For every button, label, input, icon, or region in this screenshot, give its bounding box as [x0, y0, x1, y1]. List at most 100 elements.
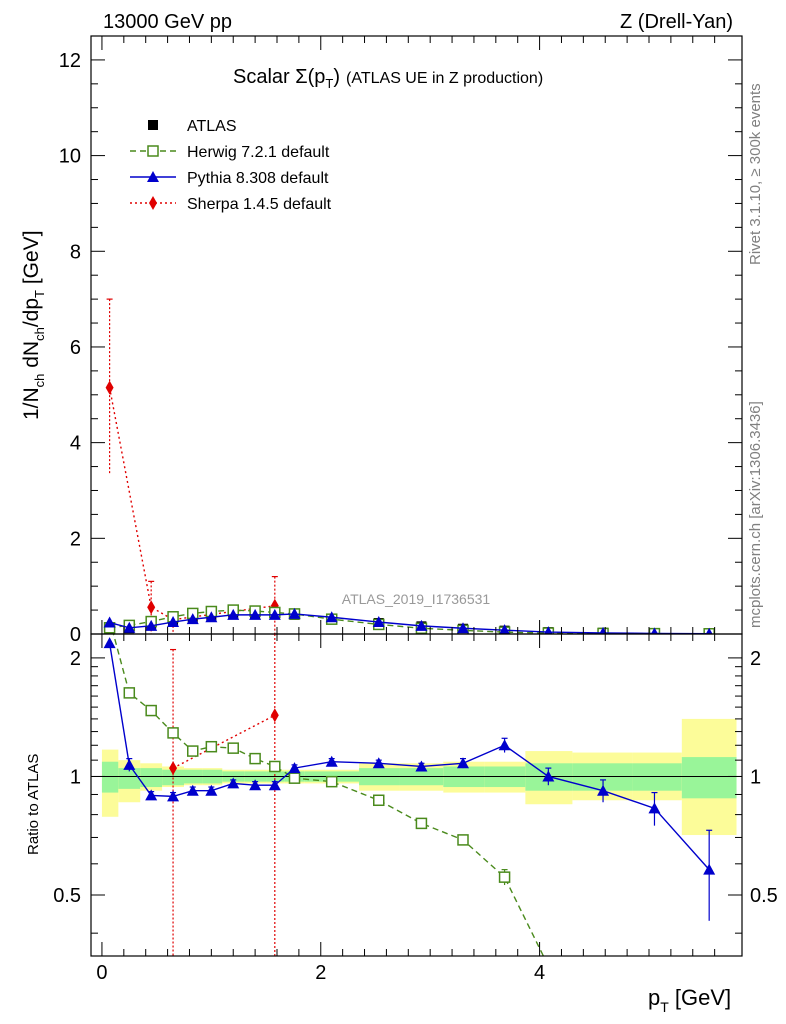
ratio-ylabel: Ratio to ATLAS — [25, 754, 42, 855]
legend-marker-herwig — [147, 145, 159, 157]
main-point-pythia — [268, 608, 281, 620]
main-point-pythia — [103, 616, 116, 628]
main-point-pythia — [167, 616, 180, 628]
ratio-point-herwig — [325, 775, 338, 788]
ratio-point-pythia — [123, 758, 136, 770]
rivet-version-label: Rivet 3.1.10, ≥ 300k events — [747, 83, 764, 265]
header-right: Z (Drell-Yan) — [620, 11, 733, 33]
legend: ATLAS Herwig 7.2.1 default Pythia 8.308 de… — [130, 118, 332, 213]
ratio-line-sherpa — [172, 714, 276, 769]
band-inner — [140, 768, 163, 788]
main-point-pythia — [249, 608, 262, 620]
ratio-point-herwig — [145, 704, 157, 717]
ratio-point-pythia — [597, 784, 610, 796]
ratio-point-herwig — [498, 871, 511, 883]
legend-label-sherpa: Sherpa 1.4.5 default — [187, 196, 332, 213]
ratio-point-pythia — [542, 770, 555, 782]
main-series-pythia — [103, 607, 713, 634]
ratio-point-herwig — [415, 817, 428, 830]
main-ytick-label: 4 — [70, 433, 81, 455]
uncertainty-bands — [101, 718, 737, 836]
ratio-point-herwig — [227, 742, 239, 754]
ratio-point-herwig — [167, 727, 179, 739]
main-point-sherpa — [147, 600, 156, 615]
ratio-point-pythia — [372, 757, 385, 769]
main-point-pythia — [544, 626, 553, 634]
ratio-point-pythia — [415, 760, 428, 772]
main-line-herwig — [109, 609, 710, 634]
ratio-series-sherpa — [169, 634, 279, 956]
main-point-pythia — [205, 611, 218, 623]
ratio-point-pythia — [167, 790, 180, 802]
main-ytick-label: 8 — [70, 241, 81, 263]
mcplots-label: mcplots.cern.ch [arXiv:1306.3436] — [747, 401, 764, 628]
main-point-pythia — [372, 616, 385, 628]
ratio-series-pythia — [103, 637, 716, 921]
ratio-point-sherpa — [270, 708, 279, 723]
ratio-point-pythia — [145, 789, 158, 801]
main-point-pythia — [325, 611, 338, 623]
header-left: 13000 GeV pp — [103, 11, 232, 33]
ratio-point-pythia — [498, 739, 511, 751]
ratio-point-pythia — [249, 779, 262, 791]
xtick-label: 4 — [534, 962, 545, 984]
ratio-point-herwig — [457, 834, 469, 846]
main-point-pythia — [227, 608, 240, 620]
ratio-line-herwig — [112, 634, 545, 956]
ratio-point-herwig — [205, 740, 218, 753]
band-inner — [632, 763, 682, 791]
main-point-pythia — [499, 624, 510, 634]
main-ytick-label: 0 — [70, 624, 81, 646]
ratio-point-pythia — [205, 784, 218, 796]
main-point-pythia — [145, 619, 158, 631]
ratio-ytick-label: 1 — [750, 766, 761, 788]
legend-label-pythia: Pythia 8.308 default — [187, 170, 329, 187]
ratio-point-pythia — [103, 637, 116, 649]
ratio-point-pythia — [227, 777, 240, 789]
legend-marker-atlas — [148, 120, 158, 130]
main-panel: 0 2 4 6 8 10 12 — [59, 35, 743, 646]
ratio-ytick-label: 1 — [70, 766, 81, 788]
ratio-ytick-label: 0.5 — [53, 885, 81, 907]
ratio-point-herwig — [373, 794, 385, 807]
ratio-point-herwig — [269, 760, 281, 773]
ratio-point-pythia — [703, 863, 716, 875]
ratio-point-herwig — [123, 687, 136, 699]
ratio-point-pythia — [288, 762, 301, 774]
main-point-pythia — [457, 622, 469, 634]
ratio-point-pythia — [186, 784, 199, 796]
ratio-point-pythia — [648, 802, 661, 814]
legend-label-herwig: Herwig 7.2.1 default — [187, 144, 330, 161]
ratio-point-herwig — [187, 745, 199, 757]
ratio-ytick-label: 2 — [750, 648, 761, 670]
main-point-pythia — [705, 627, 713, 634]
main-ytick-label: 10 — [59, 146, 81, 168]
main-point-pythia — [415, 619, 428, 631]
main-series-sherpa — [105, 298, 279, 634]
legend-marker-pythia — [147, 171, 159, 182]
main-ytick-label: 12 — [59, 50, 81, 72]
ratio-point-pythia — [325, 755, 338, 767]
ratio-panel: 0 2 4 0.5 0.5 1 1 2 2 — [53, 633, 778, 984]
main-point-pythia — [650, 627, 659, 634]
main-ylabel: 1/Nch dNch/dpT [GeV] — [20, 230, 47, 420]
legend-marker-sherpa — [149, 196, 157, 210]
xtick-label: 2 — [315, 962, 326, 984]
ratio-point-pythia — [457, 757, 469, 769]
ratio-point-herwig — [288, 772, 301, 784]
ratio-series-herwig — [112, 634, 545, 956]
xlabel: pT [GeV] — [648, 985, 731, 1015]
main-point-sherpa — [105, 380, 114, 395]
main-line-pythia — [109, 613, 710, 634]
ratio-point-sherpa — [169, 761, 178, 776]
main-ytick-label: 6 — [70, 337, 81, 359]
band-inner — [681, 757, 737, 799]
ratio-point-pythia — [268, 779, 281, 791]
band-inner — [162, 769, 184, 786]
main-point-pythia — [288, 607, 301, 619]
main-line-sherpa — [108, 387, 275, 621]
xtick-label: 0 — [96, 962, 107, 984]
main-point-pythia — [123, 621, 136, 633]
main-title: Scalar Σ(pT) (ATLAS UE in Z production) — [233, 66, 543, 91]
